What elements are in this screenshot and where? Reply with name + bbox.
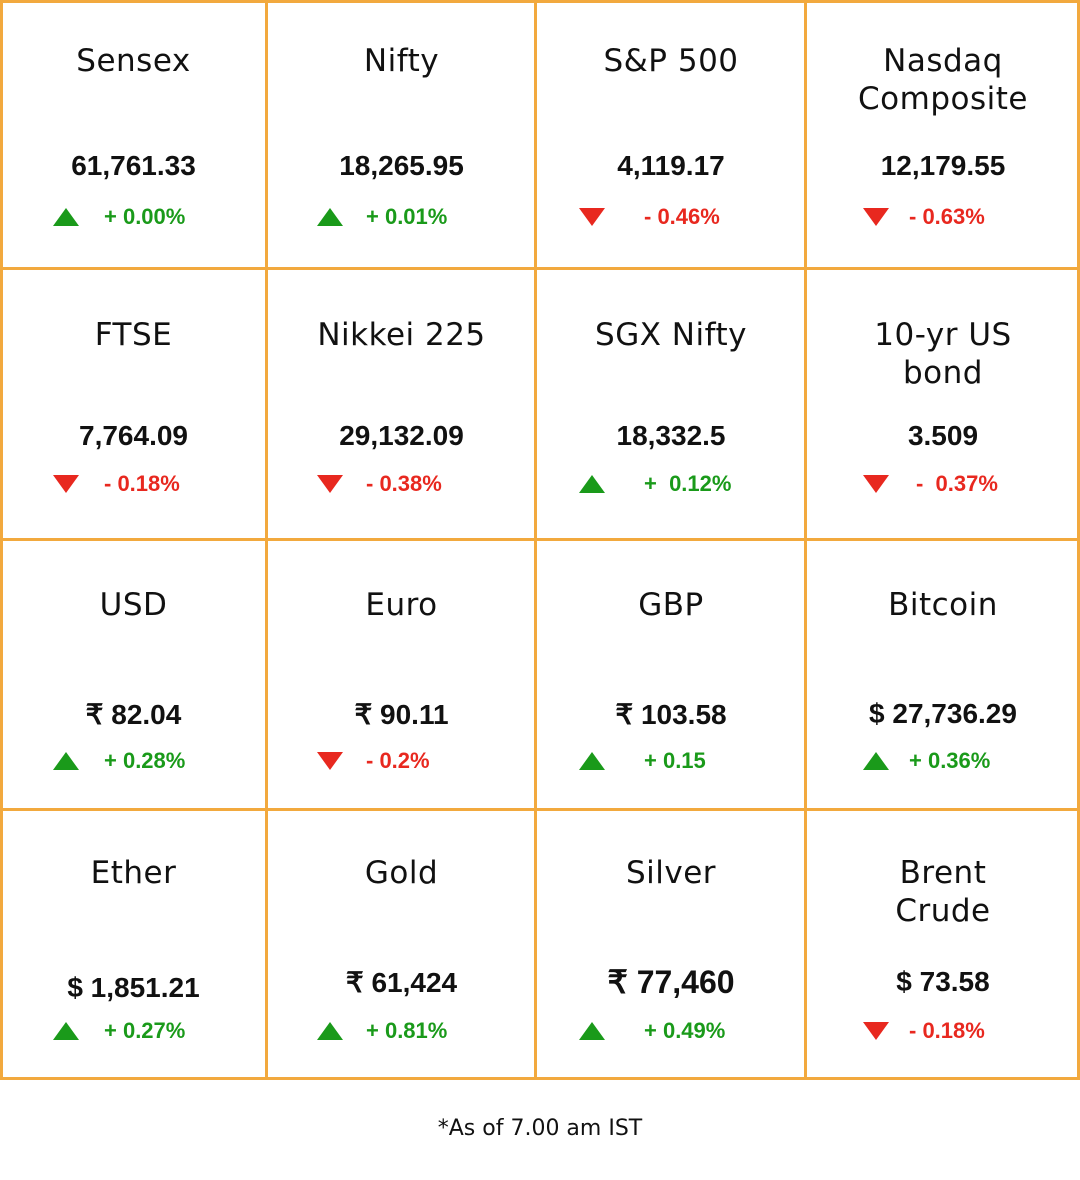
- market-name: GBP: [638, 587, 704, 623]
- grid-divider: [0, 808, 1080, 811]
- market-cell-nikkei: Nikkei 225 29,132.09 - 0.38%: [267, 270, 536, 540]
- market-name: Brent Crude: [895, 855, 991, 929]
- market-value: 12,179.55: [880, 150, 1006, 181]
- change-percent: + 0.28%: [104, 748, 186, 773]
- up-arrow-icon: [53, 752, 79, 770]
- up-arrow-icon: [579, 475, 605, 493]
- up-arrow-icon: [317, 1022, 343, 1040]
- market-grid: Sensex 61,761.33 + 0.00% Nifty 18,265.95…: [0, 0, 1080, 1080]
- market-name: Bitcoin: [888, 587, 998, 623]
- market-value: $ 1,851.21: [67, 972, 200, 1003]
- market-value: 4,119.17: [617, 150, 725, 181]
- up-arrow-icon: [317, 208, 343, 226]
- market-name: Gold: [364, 855, 439, 891]
- market-name: 10-yr US bond: [874, 317, 1012, 391]
- market-cell-ether: Ether $ 1,851.21 + 0.27%: [0, 810, 267, 1080]
- change-percent: - 0.37%: [916, 471, 998, 496]
- up-arrow-icon: [53, 208, 79, 226]
- market-value: ₹ 90.11: [354, 699, 449, 730]
- change-percent: + 0.15: [644, 748, 706, 773]
- market-cell-sp500: S&P 500 4,119.17 - 0.46%: [536, 0, 806, 270]
- change-percent: + 0.01%: [366, 204, 448, 229]
- market-cell-us-bond: 10-yr US bond 3.509 - 0.37%: [806, 270, 1080, 540]
- grid-divider: [0, 538, 1080, 541]
- market-value: $ 73.58: [896, 966, 990, 997]
- change-percent: + 0.12%: [644, 471, 732, 496]
- change-percent: - 0.46%: [644, 204, 720, 229]
- market-cell-usd: USD ₹ 82.04 + 0.28%: [0, 540, 267, 810]
- market-cell-euro: Euro ₹ 90.11 - 0.2%: [267, 540, 536, 810]
- change-percent: + 0.81%: [366, 1018, 448, 1043]
- market-cell-gbp: GBP ₹ 103.58 + 0.15: [536, 540, 806, 810]
- market-cell-ftse: FTSE 7,764.09 - 0.18%: [0, 270, 267, 540]
- market-value: 29,132.09: [339, 420, 464, 451]
- grid-divider: [0, 0, 1080, 3]
- market-name: USD: [99, 587, 168, 623]
- market-value: 18,332.5: [616, 420, 726, 451]
- market-name: FTSE: [94, 317, 173, 353]
- market-name: SGX Nifty: [595, 317, 747, 353]
- down-arrow-icon: [863, 475, 889, 493]
- footnote: *As of 7.00 am IST: [437, 1116, 643, 1141]
- up-arrow-icon: [579, 1022, 605, 1040]
- market-cell-sgx-nifty: SGX Nifty 18,332.5 + 0.12%: [536, 270, 806, 540]
- change-percent: - 0.38%: [366, 471, 442, 496]
- market-name: Nifty: [363, 43, 440, 79]
- down-arrow-icon: [863, 1022, 889, 1040]
- change-percent: + 0.00%: [104, 204, 186, 229]
- up-arrow-icon: [53, 1022, 79, 1040]
- market-value: ₹ 103.58: [615, 699, 727, 730]
- change-percent: + 0.27%: [104, 1018, 186, 1043]
- market-cell-silver: Silver ₹ 77,460 + 0.49%: [536, 810, 806, 1080]
- change-percent: + 0.49%: [644, 1018, 726, 1043]
- market-name: Nikkei 225: [317, 317, 486, 353]
- grid-divider: [0, 267, 1080, 270]
- market-cell-gold: Gold ₹ 61,424 + 0.81%: [267, 810, 536, 1080]
- change-percent: - 0.18%: [104, 471, 180, 496]
- market-cell-brent-crude: Brent Crude $ 73.58 - 0.18%: [806, 810, 1080, 1080]
- down-arrow-icon: [579, 208, 605, 226]
- down-arrow-icon: [317, 752, 343, 770]
- change-percent: - 0.2%: [366, 748, 430, 773]
- change-percent: + 0.36%: [909, 748, 991, 773]
- market-cell-nasdaq: Nasdaq Composite 12,179.55 - 0.63%: [806, 0, 1080, 270]
- market-value: 18,265.95: [339, 150, 464, 181]
- down-arrow-icon: [317, 475, 343, 493]
- market-name: Ether: [90, 855, 177, 891]
- up-arrow-icon: [579, 752, 605, 770]
- market-cell-bitcoin: Bitcoin $ 27,736.29 + 0.36%: [806, 540, 1080, 810]
- change-percent: - 0.63%: [909, 204, 985, 229]
- market-name: Sensex: [76, 43, 191, 79]
- market-name: Nasdaq Composite: [858, 43, 1028, 117]
- down-arrow-icon: [863, 208, 889, 226]
- up-arrow-icon: [863, 752, 889, 770]
- market-name: Silver: [625, 855, 717, 891]
- market-value: ₹ 61,424: [345, 967, 458, 998]
- market-name: S&P 500: [603, 43, 739, 79]
- market-cell-nifty: Nifty 18,265.95 + 0.01%: [267, 0, 536, 270]
- market-cell-sensex: Sensex 61,761.33 + 0.00%: [0, 0, 267, 270]
- market-value: 3.509: [907, 420, 979, 451]
- change-percent: - 0.18%: [909, 1018, 985, 1043]
- market-value: $ 27,736.29: [869, 698, 1017, 729]
- market-value: 7,764.09: [79, 420, 188, 451]
- grid-divider: [0, 1077, 1080, 1080]
- market-value: ₹ 77,460: [607, 964, 735, 1000]
- down-arrow-icon: [53, 475, 79, 493]
- market-value: ₹ 82.04: [85, 699, 182, 730]
- market-value: 61,761.33: [71, 150, 196, 181]
- market-name: Euro: [365, 587, 438, 623]
